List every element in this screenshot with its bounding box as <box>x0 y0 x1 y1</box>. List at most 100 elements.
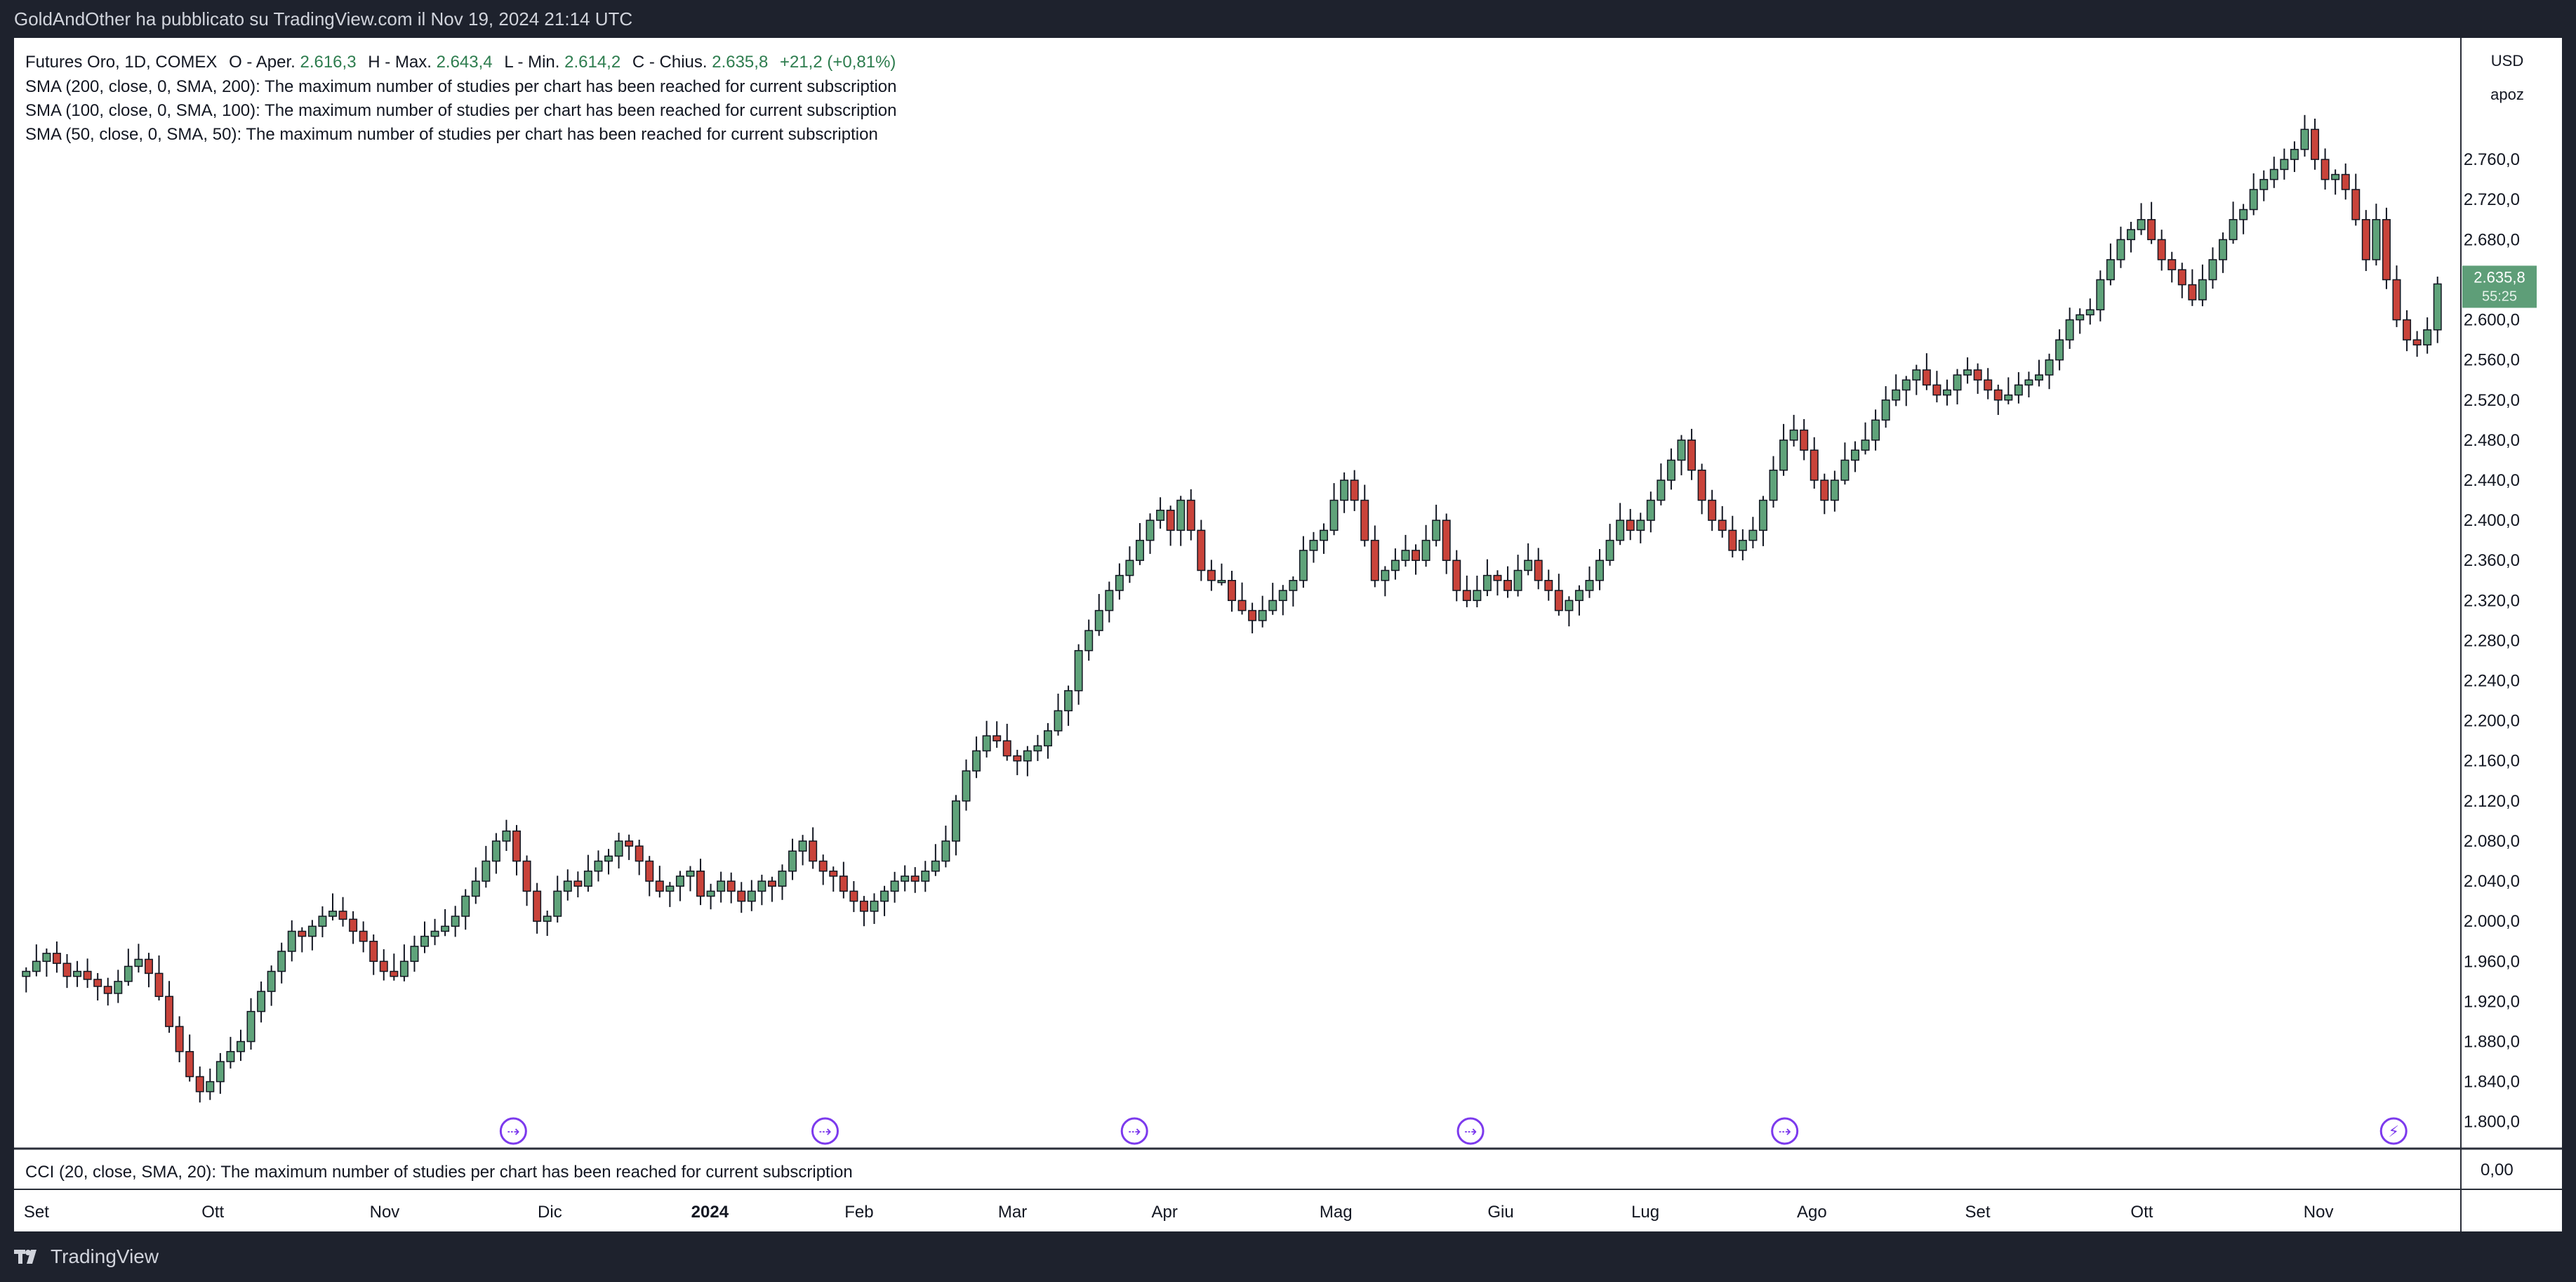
chart-area[interactable]: Futures Oro, 1D, COMEX O - Aper. 2.616,3… <box>14 38 2562 1231</box>
candle-up <box>32 960 41 972</box>
candle-up <box>277 951 286 972</box>
candle-down <box>1237 600 1247 612</box>
candle-down <box>696 871 705 897</box>
candle-up <box>1176 499 1186 531</box>
candle-down <box>93 979 102 987</box>
candle-up <box>2106 259 2115 281</box>
candle-up <box>1268 600 1277 612</box>
price-tick-label: 2.040,0 <box>2464 872 2520 891</box>
study-sma-50[interactable]: SMA (50, close, 0, SMA, 50): The maximum… <box>25 125 878 144</box>
economic-event-icon[interactable] <box>1456 1117 1485 1145</box>
candle-up <box>1565 600 1574 612</box>
candle-down <box>1248 609 1257 621</box>
candle-up <box>1074 649 1083 692</box>
study-cci[interactable]: CCI (20, close, SMA, 20): The maximum nu… <box>25 1163 853 1182</box>
candle-down <box>809 840 818 862</box>
time-tick-label: Ago <box>1797 1203 1827 1222</box>
economic-event-icon[interactable] <box>1771 1117 1799 1145</box>
candle-up <box>1135 539 1144 561</box>
candle-up <box>1953 374 1962 391</box>
price-tick-label: 2.160,0 <box>2464 752 2520 771</box>
candle-down <box>1197 529 1206 571</box>
candle-up <box>982 735 991 752</box>
candle-up <box>778 871 787 887</box>
candle-up <box>2096 279 2105 311</box>
candle-up <box>1769 469 1778 501</box>
currency-label[interactable]: USD <box>2491 52 2523 70</box>
price-tick-label: 2.280,0 <box>2464 631 2520 650</box>
candle-down <box>62 963 72 977</box>
candle-down <box>298 930 307 937</box>
bar-countdown: 55:25 <box>2482 289 2517 304</box>
price-tick-label: 2.200,0 <box>2464 712 2520 731</box>
study-sma-200[interactable]: SMA (200, close, 0, SMA, 200): The maxim… <box>25 77 896 96</box>
price-tick-label: 2.760,0 <box>2464 150 2520 169</box>
candlestick-chart[interactable]: Futures Oro, 1D, COMEX O - Aper. 2.616,3… <box>14 38 2562 1231</box>
candle-down <box>1708 499 1717 521</box>
candle-up <box>42 953 51 963</box>
candle-down <box>1166 510 1175 531</box>
unit-label[interactable]: apoz <box>2490 86 2524 103</box>
candle-up <box>1156 510 1165 521</box>
price-tick-label: 1.880,0 <box>2464 1033 2520 1052</box>
candle-down <box>154 972 164 998</box>
flash-event-icon-glyph: ⚡ <box>2388 1123 2398 1140</box>
candle-up <box>246 1010 255 1043</box>
candle-down <box>2392 279 2401 321</box>
candle-up <box>686 871 695 877</box>
candle-up <box>1871 419 1880 441</box>
candle-up <box>1278 590 1287 602</box>
candle-down <box>2403 319 2412 341</box>
price-tick-label: 2.400,0 <box>2464 511 2520 530</box>
cci-axis-value: 0,00 <box>2481 1161 2514 1179</box>
candle-down <box>859 900 868 912</box>
time-tick-label: Set <box>1965 1203 1990 1222</box>
candle-down <box>818 860 828 872</box>
legend-low-value: 2.614,2 <box>564 53 620 72</box>
economic-event-icon[interactable] <box>499 1117 527 1145</box>
price-tick-label: 2.720,0 <box>2464 190 2520 209</box>
tradingview-logo[interactable]: TradingView <box>14 1245 159 1268</box>
flash-event-icon[interactable] <box>2379 1117 2408 1145</box>
candle-up <box>553 890 562 917</box>
candle-up <box>1043 730 1052 747</box>
economic-event-icon[interactable] <box>1120 1117 1148 1145</box>
study-sma-100[interactable]: SMA (100, close, 0, SMA, 100): The maxim… <box>25 101 896 120</box>
candle-down <box>2167 259 2177 270</box>
candles <box>22 114 2442 1103</box>
time-tick-label: Mag <box>1320 1203 1353 1222</box>
candle-up <box>2004 394 2013 401</box>
candle-down <box>1544 580 1553 591</box>
candle-up <box>2259 178 2269 190</box>
time-tick-label: Giu <box>1487 1203 1513 1222</box>
candle-up <box>2014 384 2023 396</box>
legend-high-value: 2.643,4 <box>437 53 493 72</box>
candle-up <box>2249 189 2258 211</box>
candle-up <box>2055 339 2064 361</box>
candle-up <box>226 1051 235 1062</box>
economic-event-icon-glyph: ⇢ <box>818 1123 831 1140</box>
candle-up <box>1146 520 1155 541</box>
price-tick-label: 2.600,0 <box>2464 311 2520 330</box>
candle-up <box>972 750 981 772</box>
candle-up <box>798 840 807 852</box>
candle-up <box>665 885 675 892</box>
price-tick-label: 1.800,0 <box>2464 1113 2520 1132</box>
price-tick-label: 2.440,0 <box>2464 471 2520 490</box>
candle-down <box>533 890 542 922</box>
candle-down <box>195 1076 204 1092</box>
candle-down <box>2321 159 2330 180</box>
last-price-value: 2.635,8 <box>2474 268 2525 286</box>
tradingview-logo-icon <box>14 1250 36 1264</box>
candle-up <box>1329 499 1339 531</box>
candle-up <box>1105 590 1114 612</box>
candle-up <box>675 875 684 887</box>
candle-up <box>491 840 500 862</box>
candle-down <box>1186 499 1195 531</box>
economic-event-icon[interactable] <box>811 1117 839 1145</box>
candle-up <box>1513 569 1522 591</box>
candle-up <box>410 946 419 963</box>
time-tick-label: Lug <box>1631 1203 1659 1222</box>
candle-down <box>359 930 368 942</box>
event-markers[interactable]: ⇢ ⇢ ⇢ ⇢ ⇢ ⚡ <box>499 1117 2408 1145</box>
